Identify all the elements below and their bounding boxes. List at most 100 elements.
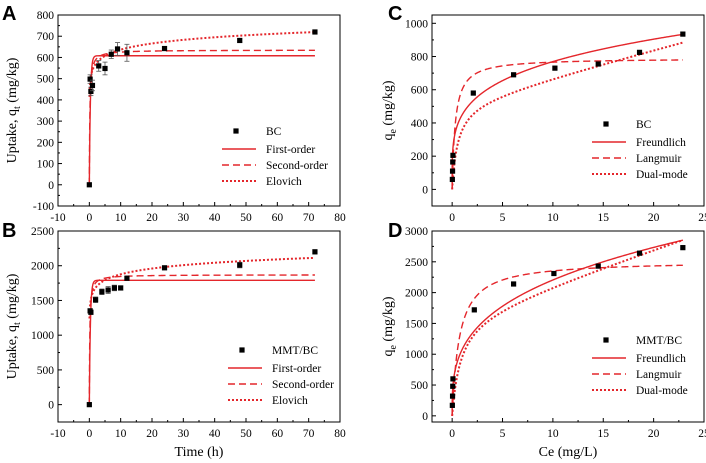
x-tick-label: 20 bbox=[648, 212, 660, 224]
y-tick-label: 600 bbox=[37, 52, 55, 64]
legend-label: BC bbox=[636, 119, 652, 131]
panel-b: B -10 0 10 20 30 40 50 60 70 80 0 500 1000 1500 2000 250… bbox=[2, 220, 346, 460]
data-point bbox=[595, 61, 601, 67]
panel-letter: C bbox=[388, 3, 402, 25]
x-tick-label: 0 bbox=[86, 212, 92, 224]
legend-label: BC bbox=[266, 126, 282, 138]
curve-freundlich bbox=[451, 33, 683, 190]
legend: MMT/BC First-order Second-order Elovich bbox=[228, 345, 334, 407]
legend-marker bbox=[603, 337, 609, 343]
y-tick-label: 500 bbox=[411, 380, 429, 392]
x-tick-label: 5 bbox=[500, 428, 506, 440]
legend: BC Freundlich Langmuir Dual-mode bbox=[592, 119, 688, 181]
curve-dual-mode bbox=[451, 41, 684, 190]
y-tick-label: 500 bbox=[37, 74, 55, 86]
legend-label: Elovich bbox=[266, 176, 302, 188]
data-point bbox=[105, 287, 111, 293]
panel-letter: D bbox=[388, 220, 402, 242]
x-tick-label: 15 bbox=[598, 212, 610, 224]
curve-dual-mode bbox=[451, 239, 684, 417]
plot-frame bbox=[431, 230, 705, 423]
y-axis: -100 0 100 200 300 400 500 600 700 800 bbox=[33, 10, 62, 213]
x-tick-label: 40 bbox=[209, 428, 221, 440]
y-axis: 0 500 1000 1500 2000 2500 bbox=[31, 226, 62, 412]
x-tick-label: 0 bbox=[449, 212, 455, 224]
y-tick-label: 200 bbox=[411, 151, 429, 163]
x-tick-label: 25 bbox=[698, 428, 706, 440]
y-tick-label: 1500 bbox=[405, 318, 428, 330]
data-point bbox=[511, 72, 517, 78]
x-tick-label: 25 bbox=[698, 212, 706, 224]
x-tick-label: 0 bbox=[86, 428, 92, 440]
data-point bbox=[636, 250, 643, 256]
legend-label: Freundlich bbox=[636, 137, 686, 149]
y-tick-label: 2500 bbox=[405, 257, 428, 269]
y-axis-label: qe (mg/kg) bbox=[381, 80, 399, 140]
x-tick-label: 10 bbox=[547, 428, 559, 440]
data-point bbox=[449, 393, 456, 399]
x-tick-label: 10 bbox=[115, 212, 127, 224]
curve-langmuir bbox=[451, 264, 683, 416]
data-point bbox=[450, 383, 456, 389]
legend-marker bbox=[603, 121, 609, 127]
panel-letter: A bbox=[2, 3, 16, 25]
data-points bbox=[449, 245, 686, 408]
data-point bbox=[450, 159, 456, 165]
legend-marker bbox=[233, 128, 239, 134]
legend-label: Freundlich bbox=[636, 353, 686, 365]
y-tick-label: 800 bbox=[411, 52, 429, 64]
x-tick-label: 20 bbox=[146, 212, 158, 224]
data-point bbox=[450, 152, 456, 158]
data-point bbox=[552, 65, 558, 71]
legend-label: Dual-mode bbox=[636, 169, 688, 181]
data-points bbox=[86, 29, 318, 188]
data-point bbox=[312, 29, 318, 35]
x-axis: 0 5 10 15 20 25 bbox=[449, 418, 706, 440]
panel-d: D 0 5 10 15 20 25 0 500 1000 1500 2000 2500 3000 Ce (m… bbox=[381, 220, 706, 460]
data-point bbox=[449, 168, 456, 174]
legend-label: MMT/BC bbox=[272, 345, 318, 357]
curve-first-order bbox=[88, 55, 315, 185]
data-point bbox=[636, 49, 643, 55]
x-tick-label: 80 bbox=[334, 428, 346, 440]
legend-label: First-order bbox=[272, 363, 321, 375]
data-point bbox=[88, 309, 94, 315]
x-tick-label: 80 bbox=[334, 212, 346, 224]
plot-frame bbox=[431, 14, 705, 207]
y-tick-label: -100 bbox=[33, 201, 54, 213]
data-point bbox=[471, 307, 477, 313]
data-point bbox=[680, 245, 686, 251]
data-point bbox=[99, 289, 105, 295]
data-point bbox=[124, 50, 130, 56]
curve-elovich bbox=[88, 31, 315, 97]
data-point bbox=[108, 51, 114, 57]
model-curves bbox=[451, 239, 684, 417]
model-curves bbox=[88, 256, 315, 405]
panel-a: A-10 0 10 20 30 40 50 60 70 80-100010020030040050… bbox=[2, 3, 346, 224]
data-point bbox=[450, 376, 456, 382]
legend-label: Elovich bbox=[272, 395, 308, 407]
panel-letter: B bbox=[2, 220, 16, 242]
y-axis-label: qe (mg/kg) bbox=[381, 296, 399, 356]
x-tick-label: 10 bbox=[115, 428, 127, 440]
x-axis: -10 0 10 20 30 40 50 60 70 80 bbox=[50, 418, 346, 440]
x-tick-label: 10 bbox=[547, 212, 559, 224]
y-tick-label: 500 bbox=[37, 365, 55, 377]
y-tick-label: 600 bbox=[411, 85, 429, 97]
y-tick-label: 700 bbox=[37, 31, 55, 43]
legend: BC First-order Second-order Elovich bbox=[222, 126, 328, 188]
x-tick-label: 40 bbox=[209, 212, 221, 224]
curve-first-order bbox=[88, 279, 315, 405]
curve-elovich bbox=[88, 256, 315, 319]
x-tick-label: 20 bbox=[146, 428, 158, 440]
legend-label: MMT/BC bbox=[636, 335, 682, 347]
data-point bbox=[680, 31, 686, 37]
data-point bbox=[161, 265, 168, 271]
data-point bbox=[89, 82, 96, 89]
y-tick-label: 1000 bbox=[405, 349, 428, 361]
data-point bbox=[449, 176, 455, 183]
data-point bbox=[237, 37, 243, 44]
y-tick-label: 300 bbox=[37, 116, 55, 128]
data-points bbox=[449, 31, 686, 183]
